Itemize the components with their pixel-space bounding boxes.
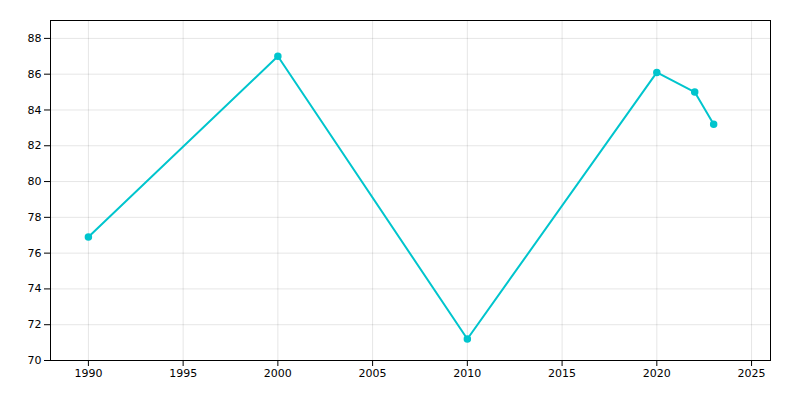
svg-text:72: 72 [28, 318, 42, 331]
svg-text:70: 70 [28, 354, 42, 367]
svg-text:2020: 2020 [643, 367, 671, 380]
svg-text:2010: 2010 [453, 367, 481, 380]
svg-text:82: 82 [28, 139, 42, 152]
svg-text:80: 80 [28, 175, 42, 188]
svg-text:88: 88 [28, 32, 42, 45]
svg-text:86: 86 [28, 68, 42, 81]
svg-text:1995: 1995 [169, 367, 197, 380]
svg-text:2000: 2000 [264, 367, 292, 380]
svg-text:78: 78 [28, 211, 42, 224]
svg-text:1990: 1990 [74, 367, 102, 380]
svg-text:74: 74 [28, 282, 42, 295]
svg-text:2005: 2005 [359, 367, 387, 380]
svg-text:2015: 2015 [548, 367, 576, 380]
svg-text:76: 76 [28, 247, 42, 260]
svg-text:84: 84 [28, 103, 42, 116]
svg-text:2025: 2025 [738, 367, 766, 380]
